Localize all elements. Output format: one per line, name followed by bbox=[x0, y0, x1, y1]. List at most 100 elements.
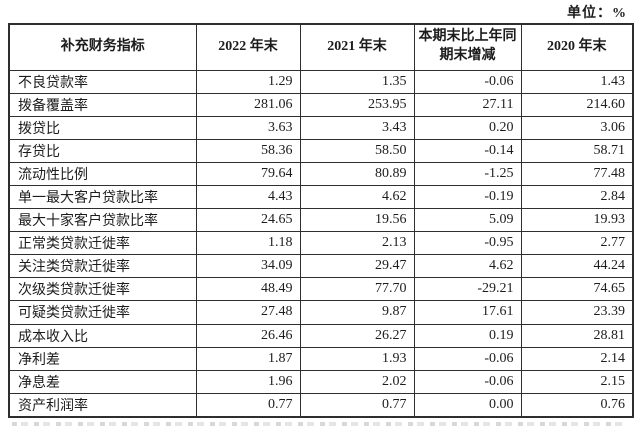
table-row: 最大十家客户贷款比率 24.65 19.56 5.09 19.93 bbox=[8, 208, 634, 233]
cell-value: 3.43 bbox=[299, 115, 415, 140]
row-label: 净利差 bbox=[8, 346, 197, 371]
cell-value: 2.13 bbox=[299, 231, 415, 256]
cell-value: 58.36 bbox=[195, 138, 301, 163]
unit-label: 单位：% bbox=[567, 6, 627, 21]
cell-value: 58.71 bbox=[520, 138, 634, 163]
table-row: 拨贷比 3.63 3.43 0.20 3.06 bbox=[8, 115, 634, 140]
cell-value: 1.29 bbox=[195, 69, 301, 94]
row-label: 拨贷比 bbox=[8, 115, 197, 140]
cell-value: -0.06 bbox=[413, 69, 522, 94]
financial-indicators-table: 补充财务指标 2022 年末 2021 年末 本期末比上年同期末增减 2020 … bbox=[8, 23, 634, 418]
cell-value: -1.25 bbox=[413, 161, 522, 186]
table-row: 资产利润率 0.77 0.77 0.00 0.76 bbox=[8, 392, 634, 418]
cell-value: 1.35 bbox=[299, 69, 415, 94]
cell-value: -0.14 bbox=[413, 138, 522, 163]
table-row: 正常类贷款迁徙率 1.18 2.13 -0.95 2.77 bbox=[8, 231, 634, 256]
cell-value: 1.43 bbox=[520, 69, 634, 94]
cell-value: 24.65 bbox=[195, 208, 301, 233]
cell-value: 80.89 bbox=[299, 161, 415, 186]
row-label: 次级类贷款迁徙率 bbox=[8, 277, 197, 302]
cell-value: 27.11 bbox=[413, 92, 522, 117]
row-label: 存贷比 bbox=[8, 138, 197, 163]
table-row: 可疑类贷款迁徙率 27.48 9.87 17.61 23.39 bbox=[8, 300, 634, 325]
cell-value: -0.06 bbox=[413, 369, 522, 394]
row-label: 净息差 bbox=[8, 369, 197, 394]
cropped-footnote-line bbox=[12, 422, 626, 426]
header-change: 本期末比上年同期末增减 bbox=[413, 23, 522, 71]
cell-value: 1.18 bbox=[195, 231, 301, 256]
cell-value: 4.62 bbox=[413, 254, 522, 279]
cell-value: 2.84 bbox=[520, 184, 634, 210]
cell-value: 27.48 bbox=[195, 300, 301, 325]
table-row: 净息差 1.96 2.02 -0.06 2.15 bbox=[8, 369, 634, 394]
cell-value: 34.09 bbox=[195, 254, 301, 279]
cell-value: 29.47 bbox=[299, 254, 415, 279]
header-indicator: 补充财务指标 bbox=[8, 23, 197, 71]
cell-value: 9.87 bbox=[299, 300, 415, 325]
row-label: 可疑类贷款迁徙率 bbox=[8, 300, 197, 325]
header-2022: 2022 年末 bbox=[195, 23, 301, 71]
cell-value: 0.77 bbox=[195, 392, 301, 418]
cell-value: 17.61 bbox=[413, 300, 522, 325]
row-label: 最大十家客户贷款比率 bbox=[8, 208, 197, 233]
row-label: 不良贷款率 bbox=[8, 69, 197, 94]
cell-value: 19.93 bbox=[520, 208, 634, 233]
cell-value: 74.65 bbox=[520, 277, 634, 302]
cell-value: 48.49 bbox=[195, 277, 301, 302]
row-label: 关注类贷款迁徙率 bbox=[8, 254, 197, 279]
table-row: 不良贷款率 1.29 1.35 -0.06 1.43 bbox=[8, 69, 634, 94]
cell-value: 253.95 bbox=[299, 92, 415, 117]
cell-value: 2.15 bbox=[520, 369, 634, 394]
cell-value: 0.00 bbox=[413, 392, 522, 418]
row-label: 成本收入比 bbox=[8, 323, 197, 348]
cell-value: -0.06 bbox=[413, 346, 522, 371]
cell-value: 79.64 bbox=[195, 161, 301, 186]
row-label: 拨备覆盖率 bbox=[8, 92, 197, 117]
cell-value: 0.19 bbox=[413, 323, 522, 348]
cell-value: 3.63 bbox=[195, 115, 301, 140]
cell-value: 214.60 bbox=[520, 92, 634, 117]
cell-value: 4.43 bbox=[195, 184, 301, 210]
cell-value: 58.50 bbox=[299, 138, 415, 163]
header-row: 补充财务指标 2022 年末 2021 年末 本期末比上年同期末增减 2020 … bbox=[8, 23, 634, 71]
cell-value: 2.77 bbox=[520, 231, 634, 256]
cell-value: 26.27 bbox=[299, 323, 415, 348]
cell-value: 0.77 bbox=[299, 392, 415, 418]
cell-value: 77.70 bbox=[299, 277, 415, 302]
cell-value: 1.87 bbox=[195, 346, 301, 371]
table-row: 次级类贷款迁徙率 48.49 77.70 -29.21 74.65 bbox=[8, 277, 634, 302]
cell-value: 23.39 bbox=[520, 300, 634, 325]
cell-value: -0.95 bbox=[413, 231, 522, 256]
table-row: 单一最大客户贷款比率 4.43 4.62 -0.19 2.84 bbox=[8, 184, 634, 210]
cell-value: 44.24 bbox=[520, 254, 634, 279]
table-row: 流动性比例 79.64 80.89 -1.25 77.48 bbox=[8, 161, 634, 186]
cell-value: 5.09 bbox=[413, 208, 522, 233]
cell-value: 0.20 bbox=[413, 115, 522, 140]
cell-value: -29.21 bbox=[413, 277, 522, 302]
cell-value: 2.14 bbox=[520, 346, 634, 371]
cell-value: 28.81 bbox=[520, 323, 634, 348]
table-row: 成本收入比 26.46 26.27 0.19 28.81 bbox=[8, 323, 634, 348]
table-row: 拨备覆盖率 281.06 253.95 27.11 214.60 bbox=[8, 92, 634, 117]
cell-value: 3.06 bbox=[520, 115, 634, 140]
row-label: 流动性比例 bbox=[8, 161, 197, 186]
cell-value: 1.96 bbox=[195, 369, 301, 394]
table-row: 关注类贷款迁徙率 34.09 29.47 4.62 44.24 bbox=[8, 254, 634, 279]
row-label: 单一最大客户贷款比率 bbox=[8, 184, 197, 210]
header-2021: 2021 年末 bbox=[299, 23, 415, 71]
cell-value: 19.56 bbox=[299, 208, 415, 233]
row-label: 正常类贷款迁徙率 bbox=[8, 231, 197, 256]
cell-value: 1.93 bbox=[299, 346, 415, 371]
table-row: 存贷比 58.36 58.50 -0.14 58.71 bbox=[8, 138, 634, 163]
table-row: 净利差 1.87 1.93 -0.06 2.14 bbox=[8, 346, 634, 371]
cell-value: 0.76 bbox=[520, 392, 634, 418]
cell-value: 77.48 bbox=[520, 161, 634, 186]
row-label: 资产利润率 bbox=[8, 392, 197, 418]
cell-value: -0.19 bbox=[413, 184, 522, 210]
cell-value: 2.02 bbox=[299, 369, 415, 394]
cell-value: 281.06 bbox=[195, 92, 301, 117]
cell-value: 26.46 bbox=[195, 323, 301, 348]
header-2020: 2020 年末 bbox=[520, 23, 634, 71]
cell-value: 4.62 bbox=[299, 184, 415, 210]
